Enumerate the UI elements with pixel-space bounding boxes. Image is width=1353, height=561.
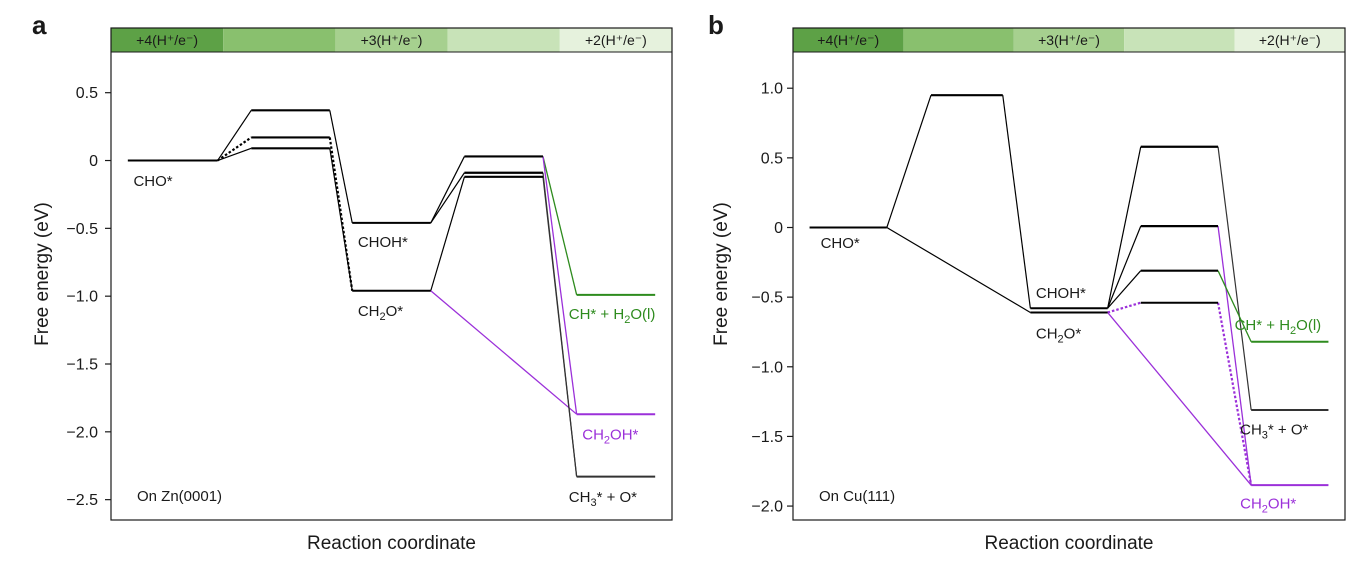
proton-band-label: +4(H⁺/e⁻) (817, 32, 879, 48)
species-label: CHO* (133, 173, 172, 190)
pathway-connector (329, 148, 353, 291)
pathway-connector (542, 176, 578, 477)
y-tick-label: 1.0 (761, 81, 783, 98)
proton-band-label: +2(H⁺/e⁻) (1259, 32, 1321, 48)
x-axis-label: Reaction coordinate (985, 533, 1154, 554)
species-label: CH3* + O* (1240, 421, 1308, 441)
panel-b: b +4(H⁺/e⁻) +3(H⁺/e⁻) +2(H⁺/e⁻) 1.0 0.5 0 −0.5… (708, 10, 1346, 554)
species-label: CH2OH* (1240, 495, 1296, 515)
pathway-connector (1216, 302, 1253, 486)
species-label: CHOH* (358, 234, 408, 251)
y-tick-label: −2.0 (66, 424, 98, 441)
proton-band (903, 28, 1014, 52)
pathway-connector (1107, 270, 1142, 309)
pathway-connector (329, 110, 353, 224)
pathway-connector (1107, 301, 1142, 314)
pathway-connector (1107, 312, 1252, 486)
panel-a: a +4(H⁺/e⁻) +3(H⁺/e⁻) +2(H⁺/e⁻) 0.5 0 −0.5 −1.… (32, 10, 673, 554)
proton-band (559, 28, 672, 52)
y-tick-label: −1.5 (751, 429, 783, 446)
surface-annotation: On Cu(111) (819, 488, 895, 505)
surface-annotation: On Zn(0001) (137, 488, 222, 505)
proton-band (111, 28, 224, 52)
proton-band (447, 28, 560, 52)
proton-band (1234, 28, 1345, 52)
pathway-connector (217, 147, 252, 162)
pathway-connector (217, 109, 252, 161)
x-axis-label: Reaction coordinate (307, 533, 476, 554)
proton-band (793, 28, 904, 52)
proton-band-label: +4(H⁺/e⁻) (136, 32, 198, 48)
y-tick-label: 0.5 (761, 150, 783, 167)
pathway-connector (430, 290, 578, 415)
species-label: CH* + H2O(l) (1235, 317, 1322, 337)
proton-band (1013, 28, 1125, 52)
y-tick-label: 0.5 (76, 85, 98, 102)
pathway-connector (1002, 95, 1031, 309)
pathway-connector (1107, 146, 1142, 309)
proton-band (223, 28, 336, 52)
pathway-connector (1217, 146, 1252, 411)
y-tick-label: −2.5 (66, 492, 98, 509)
proton-band-label: +3(H⁺/e⁻) (1038, 32, 1100, 48)
pathway-connector (328, 137, 354, 291)
pathway-connector (886, 94, 932, 228)
species-label: CH3* + O* (569, 489, 637, 509)
pathway-connector (542, 156, 578, 295)
species-label: CHO* (821, 235, 860, 252)
y-tick-label: 0 (774, 220, 783, 237)
species-label: CH2O* (358, 303, 403, 323)
y-axis-label: Free energy (eV) (711, 202, 732, 346)
species-label: CH2O* (1036, 325, 1081, 345)
y-tick-label: −1.5 (66, 357, 98, 374)
pathway-connector (1217, 226, 1252, 486)
panel-a-letter: a (32, 10, 47, 40)
plot-frame (110, 27, 673, 521)
y-axis-label: Free energy (eV) (32, 202, 53, 346)
pathway-connector (430, 156, 465, 224)
pathway-connector (216, 136, 252, 162)
panel-b-letter: b (708, 10, 724, 40)
y-tick-label: −0.5 (751, 290, 783, 307)
plot-frame (792, 27, 1346, 521)
proton-band-label: +2(H⁺/e⁻) (585, 32, 647, 48)
y-tick-label: −1.0 (66, 289, 98, 306)
pathway-connector (430, 176, 466, 291)
species-label: CHOH* (1036, 285, 1086, 302)
species-label: CH* + H2O(l) (569, 306, 656, 326)
proton-band (1124, 28, 1235, 52)
pathway-connector (542, 156, 578, 415)
y-tick-label: 0 (89, 153, 98, 170)
species-label: CH2OH* (582, 427, 638, 447)
pathway-connector (430, 172, 465, 224)
pathway-connector (886, 226, 1031, 313)
proton-band (335, 28, 448, 52)
y-tick-label: −0.5 (66, 221, 98, 238)
y-tick-label: −2.0 (751, 499, 783, 516)
proton-band-label: +3(H⁺/e⁻) (361, 32, 423, 48)
pathway-connector (1217, 270, 1252, 342)
y-tick-label: −1.0 (751, 359, 783, 376)
pathway-connector (1107, 225, 1142, 309)
